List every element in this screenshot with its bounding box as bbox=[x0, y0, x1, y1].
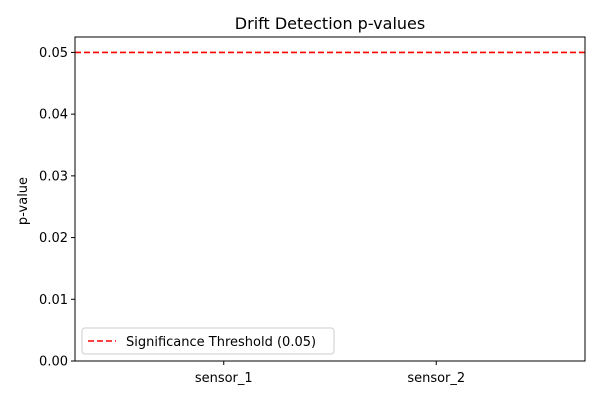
x-axis: sensor_1 sensor_2 bbox=[195, 361, 465, 386]
y-tick-label: 0.02 bbox=[39, 231, 68, 246]
y-tick-label: 0.03 bbox=[39, 169, 68, 184]
legend-threshold-label: Significance Threshold (0.05) bbox=[126, 335, 316, 350]
y-tick-label: 0.04 bbox=[39, 108, 68, 123]
plot-area-frame bbox=[74, 36, 586, 362]
y-axis: 0.00 0.01 0.02 0.03 0.04 0.05 bbox=[39, 46, 75, 370]
y-axis-label: p-value bbox=[16, 177, 31, 225]
x-tick-label: sensor_2 bbox=[407, 371, 465, 386]
x-tick-label: sensor_1 bbox=[195, 371, 253, 386]
y-tick-label: 0.05 bbox=[39, 46, 68, 61]
legend-box bbox=[81, 327, 335, 355]
y-tick-label: 0.00 bbox=[39, 355, 68, 370]
legend: Significance Threshold (0.05) bbox=[81, 327, 335, 355]
y-tick-label: 0.01 bbox=[39, 293, 68, 308]
chart-title: Drift Detection p-values bbox=[235, 14, 425, 33]
